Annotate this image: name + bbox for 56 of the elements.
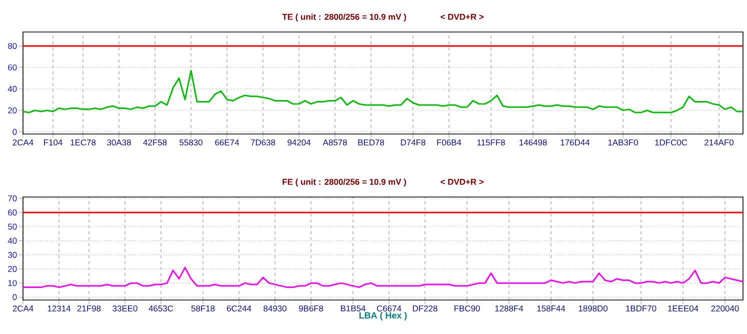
x-tick-label: 21F98 [77, 305, 101, 312]
chart-subtitle: < DVD+R > [440, 14, 484, 20]
x-tick-label: 6C244 [226, 305, 252, 312]
chart-title: TE ( unit : 2800/256 = 10.9 mV ) [282, 14, 406, 22]
y-tick-label: 70 [8, 195, 17, 202]
x-tick-label: 115FF8 [477, 139, 505, 146]
x-tick-label: BED78 [358, 139, 384, 146]
y-tick-label: 30 [8, 252, 17, 258]
x-tick-label: FBC90 [454, 305, 480, 312]
x-tick-label: C6674 [376, 305, 402, 312]
x-tick-label: 1BDF70 [626, 305, 656, 312]
y-tick-label: 0 [12, 128, 17, 135]
x-tick-label: 33EE0 [112, 305, 138, 312]
x-tick-label: 1EC78 [70, 139, 96, 146]
x-tick-label: F06B4 [437, 139, 462, 146]
x-tick-label: 4653C [148, 305, 174, 312]
x-tick-label: F104 [44, 139, 62, 146]
x-tick-label: 176D44 [560, 139, 590, 146]
x-tick-label: 1DFC0C [655, 139, 688, 146]
x-tick-label: 12314 [48, 305, 71, 312]
x-tick-label: 42F58 [143, 139, 167, 146]
y-tick-label: 80 [8, 42, 17, 49]
x-tick-label: 158F44 [537, 305, 566, 312]
chart-subtitle: < DVD+R > [440, 178, 484, 185]
x-tick-label: 58F18 [191, 305, 215, 312]
x-tick-label: B1B54 [340, 305, 366, 312]
y-tick-label: 40 [8, 86, 17, 92]
x-tick-label: 9B6F8 [298, 305, 324, 312]
y-tick-label: 60 [8, 64, 17, 70]
x-tick-label: 1EEE04 [668, 305, 698, 312]
x-tick-label: 66E74 [215, 139, 239, 146]
x-tick-label: 1AB3F0 [608, 139, 638, 146]
x-tick-label: 220040 [711, 305, 739, 312]
x-tick-label: 7D638 [250, 139, 276, 146]
y-tick-label: 0 [12, 294, 17, 300]
x-tick-label: 94204 [288, 139, 311, 146]
y-tick-label: 60 [8, 210, 17, 216]
x-tick-label: 1288F4 [495, 305, 524, 312]
chart-title: FE ( unit : 2800/256 = 10.9 mV ) [282, 178, 406, 186]
x-tick-label: 214AF0 [704, 139, 734, 146]
x-tick-label: DF228 [412, 305, 438, 312]
y-tick-label: 10 [8, 280, 17, 286]
x-tick-label: 2CA4 [12, 305, 34, 312]
x-tick-label: 30A38 [107, 139, 131, 146]
x-tick-label: 84930 [264, 305, 286, 312]
x-tick-label: 2CA4 [12, 139, 34, 146]
x-tick-label: D74F8 [400, 139, 426, 146]
x-tick-label: 55830 [180, 139, 202, 146]
y-tick-label: 50 [8, 224, 17, 230]
x-tick-label: 146498 [520, 139, 547, 146]
y-tick-label: 20 [8, 107, 17, 114]
x-tick-label: 1898D0 [578, 305, 608, 312]
x-axis-title: LBA ( Hex ) [359, 312, 407, 320]
x-tick-label: A8578 [322, 139, 347, 146]
y-tick-label: 20 [8, 266, 17, 272]
y-tick-label: 40 [8, 238, 17, 244]
